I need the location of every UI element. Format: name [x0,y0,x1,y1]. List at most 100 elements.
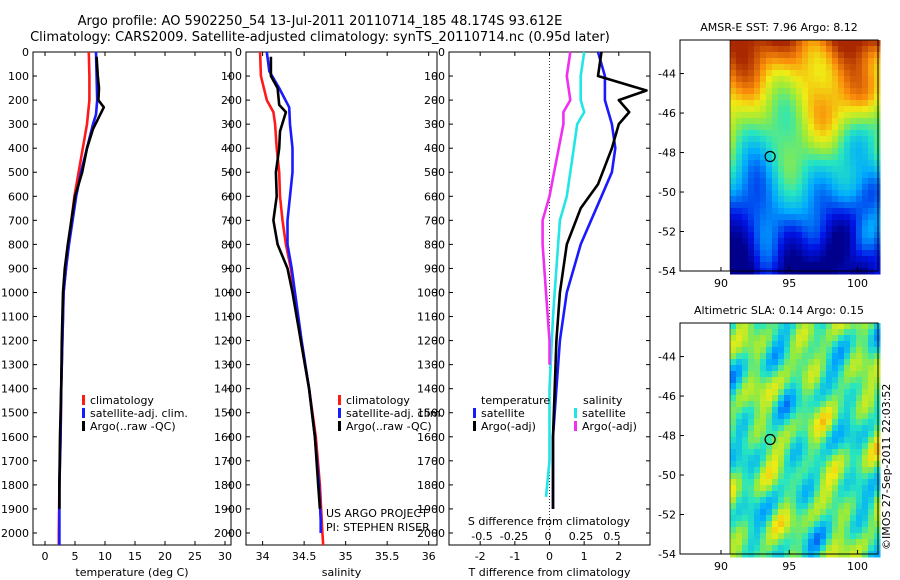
map-cell [826,76,833,83]
map-cell [748,100,755,107]
map-cell [826,208,833,215]
map-cell [790,401,797,408]
map-cell [778,521,785,528]
map-cell [760,371,767,378]
map-cell [874,154,881,161]
map-cell [742,455,749,462]
map-cell [832,106,839,113]
map-cell [784,485,791,492]
map-cell [802,377,809,384]
map-cell [862,40,869,47]
temperature-legend-swatch [82,395,85,405]
map-cell [838,491,845,498]
map-cell [850,160,857,167]
map-cell [790,52,797,59]
map-cell [820,40,827,47]
map-cell [772,214,779,221]
map-cell [754,238,761,245]
map-cell [808,359,815,366]
map-cell [772,88,779,95]
difference-series-line [544,51,586,498]
map-cell [844,118,851,125]
map-cell [808,335,815,342]
map-cell [838,46,845,53]
map-cell [826,527,833,534]
map-cell [754,455,761,462]
map-cell [868,323,875,330]
map-cell [874,401,881,408]
map-cell [766,184,773,191]
difference-depth-tick-label: 0 [438,46,445,59]
map-cell [814,515,821,522]
map-cell [814,94,821,101]
map-cell [862,527,869,534]
map-cell [844,202,851,209]
map-cell [808,401,815,408]
map-cell [754,196,761,203]
map-cell [742,329,749,336]
map-cell [868,395,875,402]
map-cell [766,467,773,474]
map-cell [736,190,743,197]
difference-depth-tick-label: 900 [424,262,445,275]
map-cell [754,142,761,149]
map-cell [820,160,827,167]
map-cell [742,76,749,83]
temperature-depth-tick-label: 1800 [1,479,29,492]
map-cell [814,142,821,149]
temperature-legend-label: satellite-adj. clim. [90,407,188,420]
map-cell [784,184,791,191]
map-cell [814,401,821,408]
map-cell [736,64,743,71]
map-cell [826,485,833,492]
map-cell [784,491,791,498]
temperature-depth-tick-label: 1300 [1,359,29,372]
diff-s-tick-label: 0.5 [603,530,621,543]
temperature-series-line [58,56,106,509]
map-cell [760,515,767,522]
sla-map-x-tick-label: 95 [782,560,796,573]
map-cell [766,76,773,83]
map-cell [820,419,827,426]
salinity-depth-tick-label: 1100 [214,311,242,324]
map-cell [862,347,869,354]
map-cell [796,491,803,498]
map-cell [772,521,779,528]
map-cell [772,377,779,384]
map-cell [748,196,755,203]
map-cell [748,545,755,552]
map-cell [844,238,851,245]
map-cell [802,238,809,245]
map-cell [790,58,797,65]
map-cell [790,329,797,336]
map-cell [766,190,773,197]
map-cell [772,545,779,552]
map-cell [802,371,809,378]
map-cell [748,401,755,408]
map-cell [790,323,797,330]
map-cell [844,232,851,239]
map-cell [754,515,761,522]
map-cell [826,112,833,119]
map-cell [742,154,749,161]
map-cell [736,443,743,450]
map-cell [742,166,749,173]
map-cell [784,467,791,474]
map-cell [730,491,737,498]
map-cell [760,425,767,432]
map-cell [838,112,845,119]
map-cell [856,323,863,330]
map-cell [796,154,803,161]
map-cell [754,112,761,119]
temperature-depth-tick-label: 1000 [1,286,29,299]
map-cell [784,208,791,215]
map-cell [808,515,815,522]
salinity-depth-tick-label: 1800 [214,479,242,492]
map-cell [868,262,875,269]
map-cell [778,395,785,402]
map-cell [730,455,737,462]
map-cell [814,425,821,432]
map-cell [748,40,755,47]
map-cell [742,52,749,59]
map-cell [808,262,815,269]
